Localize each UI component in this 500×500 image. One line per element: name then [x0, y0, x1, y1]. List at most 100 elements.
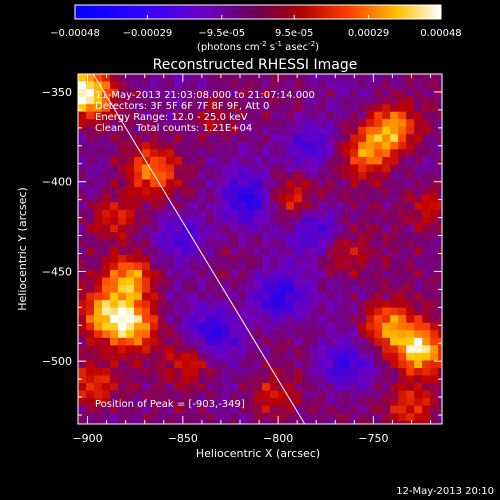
- heatmap-cell: [246, 398, 255, 407]
- y-tick-label: −400: [42, 176, 72, 189]
- heatmap-cell: [102, 232, 111, 241]
- heatmap-cell: [158, 164, 167, 173]
- heatmap-cell: [262, 89, 271, 98]
- heatmap-cell: [302, 345, 311, 354]
- heatmap-cell: [110, 292, 119, 301]
- heatmap-cell: [334, 179, 343, 188]
- heatmap-cell: [374, 405, 383, 414]
- heatmap-cell: [134, 141, 143, 150]
- heatmap-cell: [222, 330, 231, 339]
- heatmap-cell: [222, 209, 231, 218]
- heatmap-cell: [414, 149, 423, 158]
- heatmap-cell: [446, 262, 455, 270]
- heatmap-cell: [398, 285, 407, 294]
- heatmap-cell: [118, 194, 127, 203]
- heatmap-cell: [94, 209, 103, 218]
- heatmap-cell: [206, 239, 215, 248]
- heatmap-cell: [238, 262, 247, 271]
- heatmap-cell: [102, 270, 111, 279]
- heatmap-cell: [254, 337, 263, 346]
- heatmap-cell: [206, 292, 215, 301]
- heatmap-cell: [230, 247, 239, 256]
- heatmap-cell: [110, 285, 119, 294]
- heatmap-cell: [390, 270, 399, 279]
- heatmap-cell: [382, 89, 391, 98]
- heatmap-cell: [366, 383, 375, 392]
- heatmap-cell: [126, 322, 135, 331]
- heatmap-cell: [78, 375, 87, 384]
- heatmap-cell: [166, 126, 175, 135]
- heatmap-cell: [206, 96, 215, 105]
- heatmap-cell: [86, 262, 95, 271]
- heatmap-cell: [326, 179, 335, 188]
- heatmap-cell: [294, 104, 303, 113]
- heatmap-cell: [150, 149, 159, 158]
- heatmap-cell: [438, 368, 442, 377]
- heatmap-cell: [126, 164, 135, 173]
- heatmap-cell: [326, 134, 335, 143]
- heatmap-cell: [214, 345, 223, 354]
- heatmap-cell: [230, 277, 239, 286]
- heatmap-cell: [174, 383, 183, 392]
- heatmap-cell: [358, 217, 367, 226]
- heatmap-cell: [438, 420, 442, 424]
- heatmap-cell: [110, 352, 119, 362]
- heatmap-cell: [86, 96, 95, 105]
- heatmap-cell: [302, 149, 311, 158]
- heatmap-cell: [174, 164, 183, 173]
- heatmap-cell: [230, 194, 239, 203]
- heatmap-cell: [438, 202, 442, 211]
- heatmap-cell: [334, 141, 343, 150]
- heatmap-cell: [326, 172, 335, 181]
- heatmap-cell: [350, 368, 359, 377]
- heatmap-cell: [438, 217, 442, 226]
- heatmap-cell: [158, 292, 167, 301]
- heatmap-cell: [430, 179, 439, 188]
- heatmap-cell: [126, 262, 135, 271]
- heatmap-cell: [438, 164, 442, 173]
- heatmap-cell: [166, 307, 175, 316]
- heatmap-cell: [158, 111, 167, 120]
- heatmap-cell: [422, 232, 431, 241]
- heatmap-cell: [310, 141, 319, 150]
- heatmap-cell: [142, 277, 151, 286]
- heatmap-cell: [390, 368, 399, 377]
- heatmap-cell: [294, 292, 303, 301]
- heatmap-cell: [438, 428, 447, 436]
- heatmap-cell: [310, 179, 319, 188]
- heatmap-cell: [446, 323, 455, 331]
- heatmap-cell: [126, 405, 135, 414]
- heatmap-cell: [350, 247, 359, 256]
- heatmap-cell: [102, 149, 111, 158]
- heatmap-cell: [134, 224, 143, 233]
- heatmap-cell: [102, 307, 111, 316]
- heatmap-cell: [334, 277, 343, 286]
- heatmap-cell: [198, 134, 207, 143]
- annotation-block: 11-May-2013 21:03:08.000 to 21:07:14.000…: [95, 90, 315, 134]
- heatmap-cell: [374, 119, 383, 128]
- heatmap-cell: [134, 390, 143, 399]
- heatmap-cell: [150, 254, 159, 264]
- heatmap-cell: [182, 375, 191, 384]
- heatmap-cell: [166, 368, 175, 377]
- heatmap-cell: [150, 292, 159, 301]
- heatmap-cell: [118, 322, 127, 331]
- heatmap-cell: [302, 428, 311, 436]
- heatmap-cell: [174, 292, 183, 301]
- heatmap-cell: [214, 224, 223, 233]
- heatmap-cell: [414, 428, 423, 436]
- heatmap-cell: [126, 156, 135, 166]
- heatmap-cell: [446, 398, 455, 406]
- heatmap-cell: [198, 292, 207, 301]
- heatmap-cell: [318, 164, 327, 173]
- heatmap-cell: [446, 240, 455, 248]
- heatmap-cell: [86, 119, 95, 128]
- heatmap-cell: [142, 390, 151, 399]
- heatmap-cell: [254, 383, 263, 392]
- heatmap-cell: [270, 285, 279, 294]
- heatmap-cell: [334, 239, 343, 248]
- heatmap-cell: [110, 322, 119, 331]
- heatmap-cell: [110, 96, 119, 105]
- heatmap-cell: [158, 247, 167, 256]
- heatmap-cell: [198, 254, 207, 264]
